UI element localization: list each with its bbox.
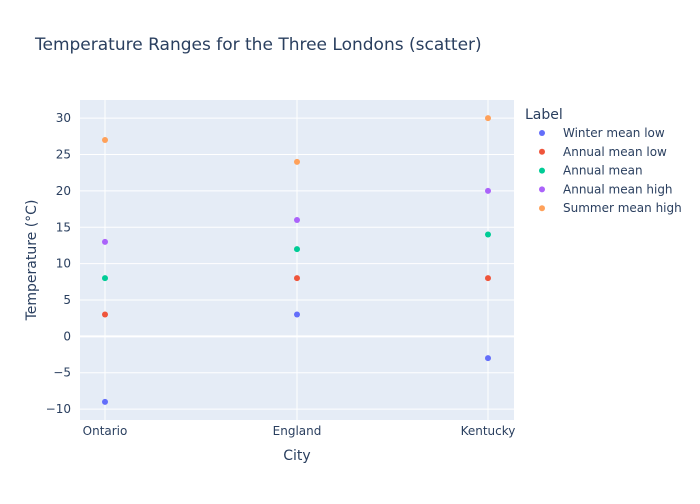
legend-marker [539, 130, 545, 136]
data-point [102, 137, 108, 143]
legend-label: Annual mean high [563, 182, 673, 196]
legend-marker [539, 205, 545, 212]
data-point [294, 311, 300, 318]
data-point [485, 355, 491, 362]
legend-title: Label [525, 107, 563, 123]
x-tick-label: Ontario [83, 424, 128, 438]
legend-marker [539, 148, 545, 155]
chart-title: Temperature Ranges for the Three Londons… [34, 35, 482, 55]
legend-label: Winter mean low [563, 126, 665, 140]
data-point [102, 398, 108, 405]
y-tick-label: −5 [53, 366, 71, 380]
x-axis-title: City [283, 448, 310, 464]
data-point [294, 275, 300, 282]
legend-label: Annual mean low [563, 145, 667, 159]
legend: Label Winter mean low Annual mean low Annu… [525, 107, 682, 215]
data-point [485, 115, 491, 122]
legend-label: Summer mean high [563, 201, 682, 215]
y-axis-title: Temperature (°C) [24, 200, 40, 322]
y-tick-label: 10 [56, 257, 71, 271]
grid-lines [80, 100, 514, 420]
legend-items: Winter mean low Annual mean low Annual mea… [539, 126, 682, 215]
data-point [485, 231, 491, 238]
data-point [102, 238, 108, 245]
y-tick-label: 25 [56, 148, 71, 162]
data-point [294, 246, 300, 253]
data-point [102, 275, 108, 282]
x-axis-ticks: Ontario England Kentucky [83, 424, 516, 438]
y-tick-label: −10 [46, 402, 71, 416]
y-tick-label: 30 [56, 111, 71, 125]
x-tick-label: England [273, 424, 322, 438]
data-point [294, 158, 300, 165]
legend-label: Annual mean [563, 164, 643, 178]
x-tick-label: Kentucky [461, 424, 516, 438]
data-point [294, 217, 300, 223]
y-axis-ticks: −10 −5 0 5 10 15 20 25 30 [46, 111, 71, 416]
data-points [102, 115, 491, 405]
data-point [485, 187, 491, 194]
y-tick-label: 20 [56, 184, 71, 198]
y-tick-label: 5 [63, 293, 71, 307]
legend-marker [539, 167, 545, 174]
data-point [102, 311, 108, 318]
y-tick-label: 15 [56, 220, 71, 234]
legend-marker [539, 186, 545, 193]
y-tick-label: 0 [63, 329, 71, 343]
data-point [485, 275, 491, 282]
